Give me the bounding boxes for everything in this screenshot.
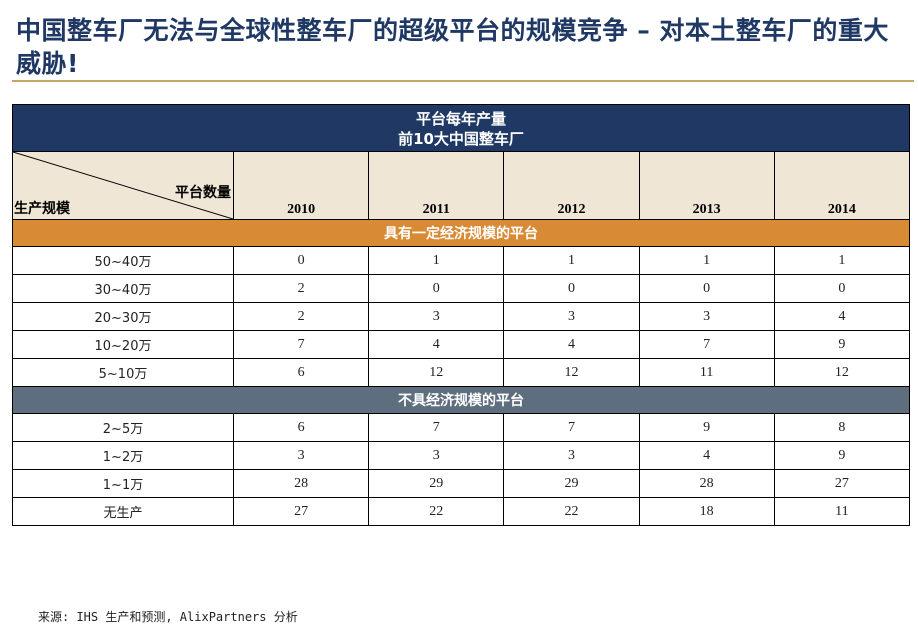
table-cell: 4 [368,330,505,359]
table-cell: 0 [368,274,505,303]
diagonal-line [13,152,233,219]
table-cell: 4 [638,441,775,470]
section-label: 不具经济规模的平台 [12,386,910,414]
row-label: 10~20万 [12,330,234,359]
table-cell: 7 [232,330,370,359]
table-cell: 27 [232,497,370,526]
table-cell: 3 [638,302,775,331]
row-label: 50~40万 [12,246,234,275]
table-cell: 18 [638,497,775,526]
table-row: 1~2万 3 3 3 4 9 [12,441,911,470]
table-cell: 8 [773,413,911,442]
year-header: 2011 [368,151,505,220]
row-label: 30~40万 [12,274,234,303]
table-cell: 3 [503,441,640,470]
table-cell: 11 [638,358,775,387]
table-cell: 3 [368,302,505,331]
page-title: 中国整车厂无法与全球性整车厂的超级平台的规模竞争 – 对本土整车厂的重大威胁! [16,16,889,78]
row-label: 1~1万 [12,469,234,498]
table-cell: 6 [232,358,370,387]
table-cell: 28 [232,469,370,498]
source-note: 来源: IHS 生产和预测, AlixPartners 分析 [38,610,298,624]
table-cell: 4 [773,302,911,331]
row-label: 1~2万 [12,441,234,470]
row-label: 2~5万 [12,413,234,442]
platform-table: 平台每年产量 前10大中国整车厂 平台数量 生产规模 2010 2011 2012 2… [12,104,911,526]
corner-top-label: 平台数量 [175,185,231,201]
table-cell: 9 [773,330,911,359]
table-cell: 4 [503,330,640,359]
table-cell: 29 [503,469,640,498]
table-cell: 3 [368,441,505,470]
table-header: 平台每年产量 前10大中国整车厂 [12,104,910,152]
table-cell: 12 [773,358,911,387]
row-label: 20~30万 [12,302,234,331]
corner-bottom-label: 生产规模 [14,201,70,217]
row-label: 5~10万 [12,358,234,387]
table-cell: 7 [638,330,775,359]
column-headers: 平台数量 生产规模 2010 2011 2012 2013 2014 [12,151,911,220]
table-row: 1~1万 28 29 29 28 27 [12,469,911,498]
table-cell: 12 [503,358,640,387]
table-cell: 7 [368,413,505,442]
table-cell: 0 [773,274,911,303]
header-line-2: 前10大中国整车厂 [398,130,524,148]
section-label: 具有一定经济规模的平台 [12,219,910,247]
table-cell: 1 [773,246,911,275]
table-row: 2~5万 6 7 7 9 8 [12,413,911,442]
table-cell: 11 [773,497,911,526]
table-row: 50~40万 0 1 1 1 1 [12,246,911,275]
table-cell: 1 [638,246,775,275]
table-cell: 3 [232,441,370,470]
table-row: 30~40万 2 0 0 0 0 [12,274,911,303]
table-cell: 6 [232,413,370,442]
header-line-1: 平台每年产量 [415,110,506,128]
year-header: 2012 [503,151,640,220]
table-row: 5~10万 6 12 12 11 12 [12,358,911,387]
row-label: 无生产 [12,497,234,526]
table-cell: 27 [773,469,911,498]
year-header: 2014 [773,151,911,220]
table-cell: 0 [232,246,370,275]
table-cell: 1 [368,246,505,275]
table-cell: 22 [503,497,640,526]
table-cell: 0 [638,274,775,303]
table-cell: 29 [368,469,505,498]
title-divider [12,80,914,82]
year-header: 2013 [638,151,775,220]
section-row: 具有一定经济规模的平台 [12,219,910,247]
section-row: 不具经济规模的平台 [12,386,910,414]
table-cell: 7 [503,413,640,442]
table-row: 20~30万 2 3 3 3 4 [12,302,911,331]
year-header: 2010 [232,151,370,220]
table-cell: 0 [503,274,640,303]
table-cell: 9 [773,441,911,470]
table-cell: 28 [638,469,775,498]
table-row: 无生产 27 22 22 18 11 [12,497,911,526]
corner-cell: 平台数量 生产规模 [12,151,234,220]
table-row: 10~20万 7 4 4 7 9 [12,330,911,359]
table-cell: 2 [232,274,370,303]
table-cell: 1 [503,246,640,275]
table-cell: 22 [368,497,505,526]
table-cell: 2 [232,302,370,331]
table-cell: 3 [503,302,640,331]
table-cell: 12 [368,358,505,387]
table-cell: 9 [638,413,775,442]
